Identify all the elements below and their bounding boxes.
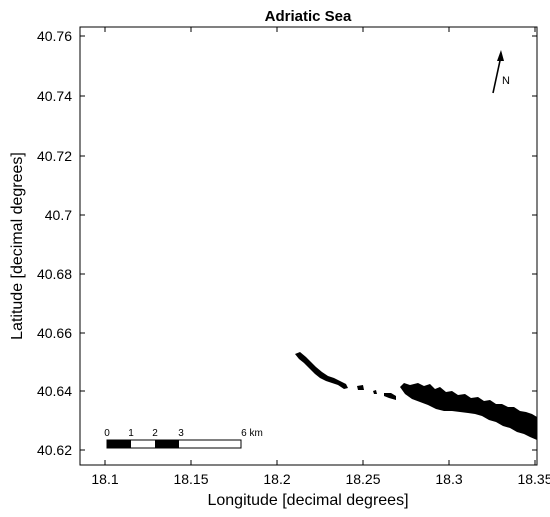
y-axis: 40.62 40.64 40.66 40.68 40.7 40.72 40.74… [9, 28, 537, 458]
y-tick-label: 40.62 [37, 442, 72, 458]
y-tick-label: 40.66 [37, 325, 72, 341]
y-tick-label: 40.64 [37, 383, 72, 399]
scale-bar: 0 1 2 3 6 km [104, 428, 263, 449]
x-axis-label: Longitude [decimal degrees] [207, 492, 408, 509]
y-tick-label: 40.68 [37, 266, 72, 282]
y-tick-label: 40.74 [37, 88, 72, 104]
x-axis: 18.1 18.15 18.2 18.25 18.3 18.35 Longitu… [91, 27, 550, 509]
x-tick-label: 18.15 [173, 471, 208, 487]
coastline-islet [357, 385, 364, 390]
y-tick-label: 40.7 [45, 207, 72, 223]
scale-label: 6 km [241, 428, 263, 439]
scale-label: 1 [128, 428, 134, 439]
x-tick-label: 18.35 [517, 471, 550, 487]
north-arrow-icon: N [492, 50, 510, 94]
scale-label: 2 [152, 428, 158, 439]
map-title: Adriatic Sea [265, 8, 352, 25]
scale-label: 3 [178, 428, 184, 439]
coastline-islet [295, 352, 348, 389]
x-tick-label: 18.2 [263, 471, 290, 487]
y-tick-label: 40.76 [37, 28, 72, 44]
coastline-islet [373, 390, 377, 394]
scale-label: 0 [104, 428, 110, 439]
plot-frame [79, 26, 538, 466]
land-features [295, 352, 537, 440]
x-tick-label: 18.25 [345, 471, 380, 487]
y-axis-label: Latitude [decimal degrees] [9, 152, 26, 340]
coastline-main [400, 383, 537, 440]
x-tick-label: 18.1 [91, 471, 118, 487]
y-tick-label: 40.72 [37, 148, 72, 164]
north-label: N [502, 75, 510, 87]
coastline-islet [384, 393, 396, 400]
x-tick-label: 18.3 [435, 471, 462, 487]
